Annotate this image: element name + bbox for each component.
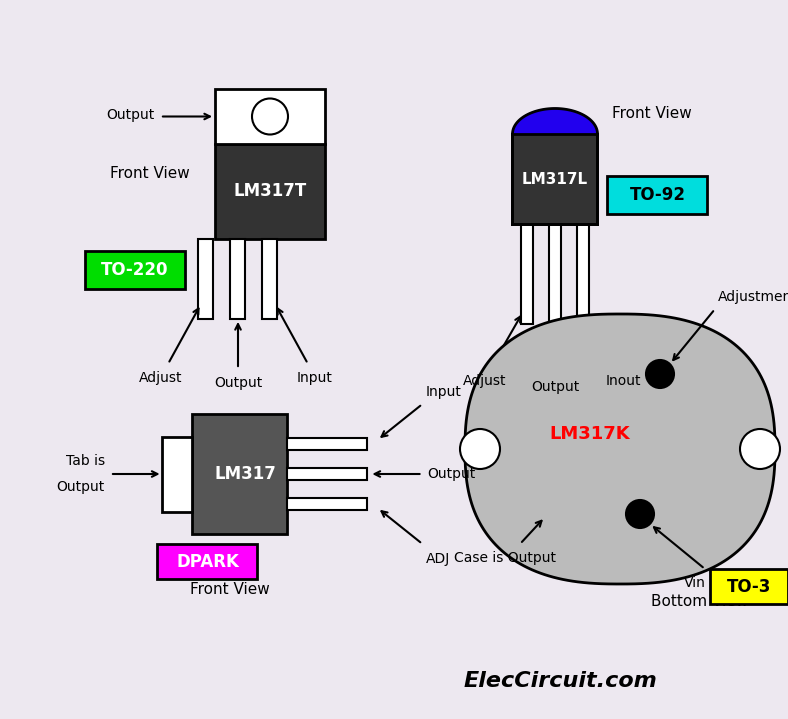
Bar [608, 176, 708, 214]
Text: Input: Input [426, 385, 462, 399]
Text: Case is Output: Case is Output [454, 551, 556, 565]
Bar [288, 498, 367, 510]
Circle shape [646, 360, 674, 388]
Bar [521, 224, 533, 324]
Bar [549, 224, 561, 324]
Bar [231, 239, 246, 319]
Text: Front View: Front View [110, 167, 190, 181]
Circle shape [460, 429, 500, 469]
Text: Vin: Vin [684, 576, 706, 590]
Bar [512, 134, 597, 224]
Bar [85, 251, 185, 289]
Text: Adjust: Adjust [139, 371, 183, 385]
Text: TO-92: TO-92 [630, 186, 686, 204]
Bar [215, 144, 325, 239]
Text: Output: Output [214, 376, 262, 390]
Text: TO-220: TO-220 [101, 261, 169, 279]
Text: DPARK: DPARK [176, 553, 239, 571]
Text: Output: Output [428, 467, 476, 481]
Bar [199, 239, 214, 319]
Text: Front View: Front View [190, 582, 269, 597]
Text: LM317L: LM317L [522, 172, 588, 186]
Text: Adjustment: Adjustment [718, 290, 788, 304]
Text: Output: Output [106, 108, 155, 122]
Text: LM317K: LM317K [550, 425, 630, 443]
Text: Inout: Inout [605, 374, 641, 388]
Text: Output: Output [531, 380, 579, 394]
Circle shape [740, 429, 780, 469]
Text: Output: Output [57, 480, 105, 494]
Polygon shape [512, 109, 597, 134]
Bar [288, 468, 367, 480]
Text: Tab is: Tab is [66, 454, 105, 468]
Text: Front View: Front View [612, 106, 692, 122]
Text: Input: Input [297, 371, 333, 385]
Text: TO-3: TO-3 [727, 578, 771, 596]
Circle shape [252, 99, 288, 134]
Bar [158, 544, 258, 579]
Text: Bottom View: Bottom View [652, 594, 749, 609]
Bar [262, 239, 277, 319]
Text: Adjust: Adjust [463, 374, 507, 388]
Bar [577, 224, 589, 324]
Text: ADJ: ADJ [426, 552, 450, 566]
Bar [192, 414, 288, 534]
Text: ElecCircuit.com: ElecCircuit.com [463, 671, 657, 691]
Bar [215, 89, 325, 144]
Circle shape [626, 500, 654, 528]
Polygon shape [465, 314, 775, 584]
Bar [710, 569, 788, 604]
Bar [288, 438, 367, 450]
Bar [162, 436, 192, 511]
Text: LM317T: LM317T [233, 183, 307, 201]
Text: LM317: LM317 [214, 465, 276, 483]
